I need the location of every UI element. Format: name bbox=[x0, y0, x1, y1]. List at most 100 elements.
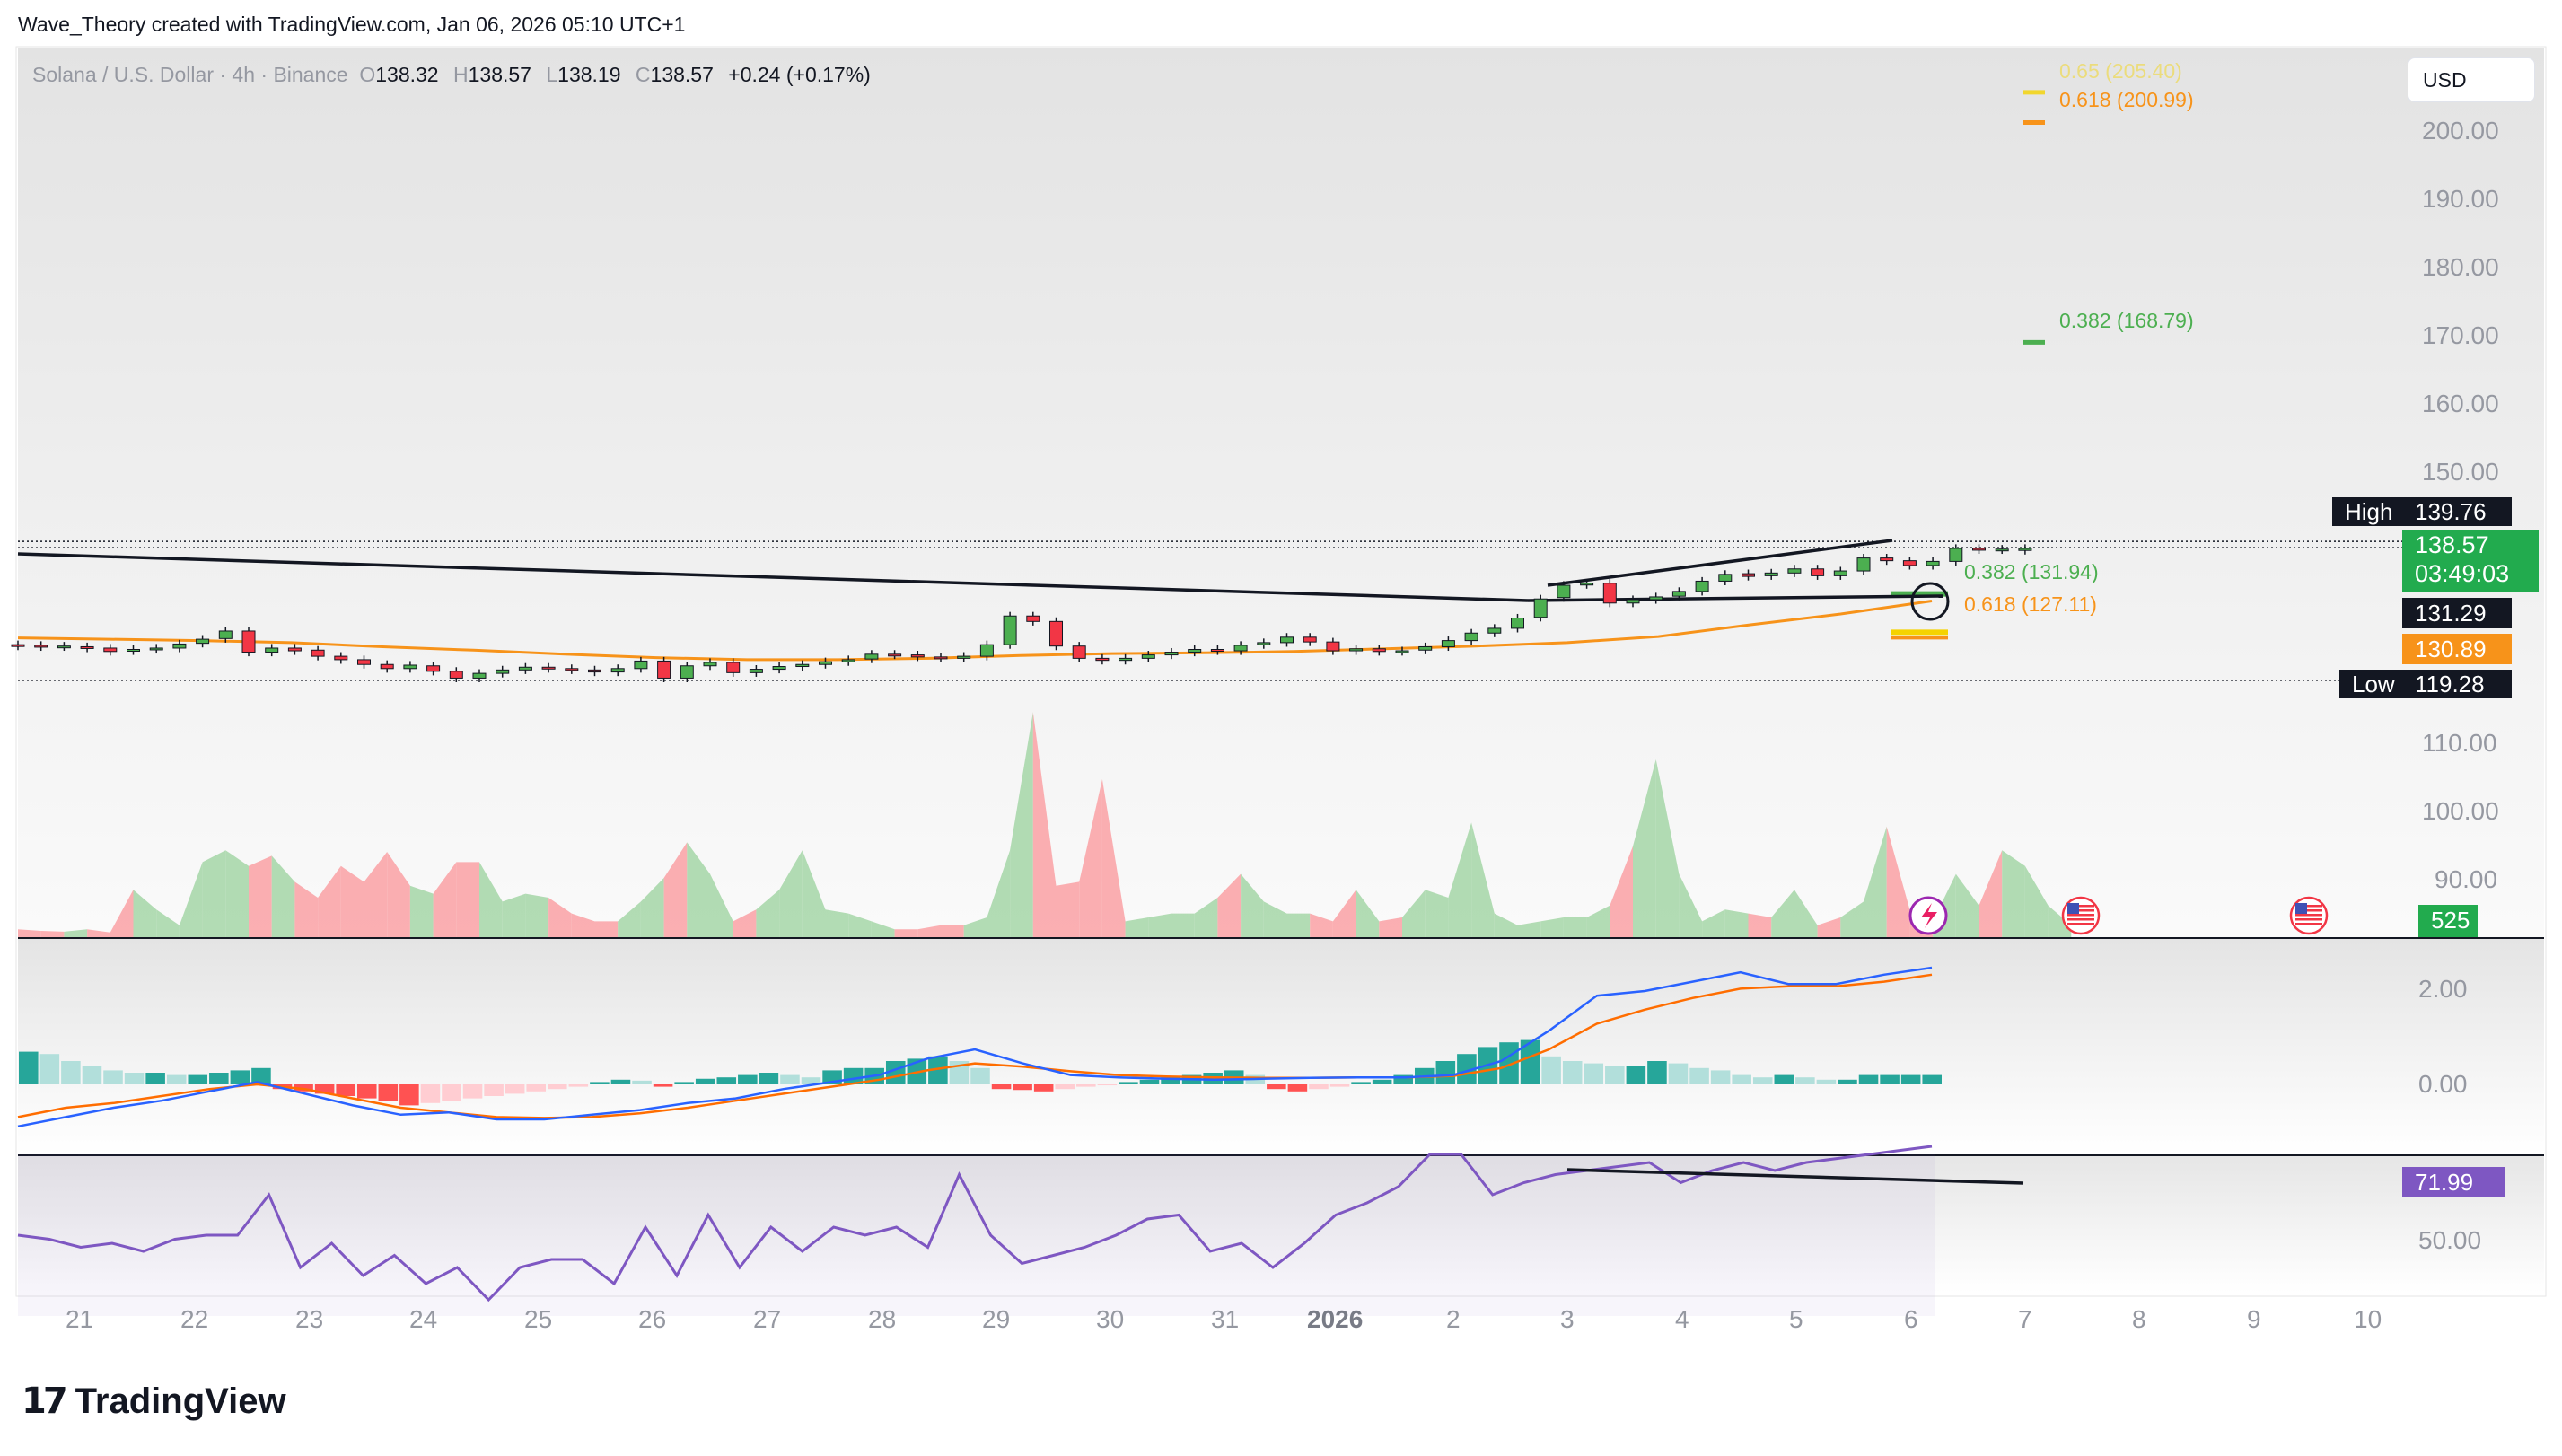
descending-trendline bbox=[17, 552, 1529, 602]
candle-body bbox=[334, 655, 348, 661]
volume-segment bbox=[133, 890, 157, 937]
macd-hist-bar bbox=[442, 1084, 461, 1101]
time-tick: 2 bbox=[1446, 1305, 1461, 1333]
macd-hist-bar bbox=[1329, 1084, 1350, 1087]
macd-hist-bar bbox=[1668, 1063, 1689, 1084]
candle-body bbox=[888, 653, 902, 657]
volume-segment bbox=[364, 851, 388, 937]
volume-segment bbox=[802, 850, 826, 937]
volume-segment bbox=[1494, 913, 1518, 937]
chart-attribution: Wave_Theory created with TradingView.com… bbox=[18, 13, 686, 36]
macd-hist-bar bbox=[1520, 1039, 1540, 1084]
macd-hist-bar bbox=[1119, 1082, 1138, 1084]
time-tick: 7 bbox=[2018, 1305, 2032, 1333]
volume-segment bbox=[1724, 909, 1749, 937]
volume-segment bbox=[594, 921, 619, 937]
time-tick: 21 bbox=[66, 1305, 94, 1333]
macd-hist-bar bbox=[632, 1080, 652, 1084]
time-tick: 3 bbox=[1560, 1305, 1575, 1333]
candle-body bbox=[357, 659, 371, 665]
price-tick: 170.00 bbox=[2422, 321, 2499, 349]
candle-body bbox=[1880, 557, 1894, 562]
volume-segment bbox=[848, 913, 872, 937]
candles bbox=[11, 544, 2032, 683]
high-label-tag: High bbox=[2332, 497, 2406, 526]
volume-segment bbox=[1471, 822, 1495, 937]
macd-hist-bar bbox=[653, 1084, 673, 1087]
volume-segment bbox=[1356, 890, 1380, 937]
candle-body bbox=[196, 638, 210, 645]
fib-0618-top-label: 0.618 (200.99) bbox=[2059, 88, 2194, 111]
tradingview-logo[interactable]: 17 TradingView bbox=[22, 1381, 286, 1422]
symbol-title[interactable]: Solana / U.S. Dollar · 4h · Binance bbox=[32, 63, 348, 86]
macd-hist-bar bbox=[1033, 1084, 1054, 1092]
macd-hist-bar bbox=[103, 1070, 123, 1084]
time-tick: 6 bbox=[1904, 1305, 1918, 1333]
macd-hist-bar bbox=[801, 1077, 821, 1084]
candle-body bbox=[1742, 573, 1755, 577]
price-tick: 100.00 bbox=[2422, 797, 2499, 825]
macd-hist-bar bbox=[1541, 1056, 1561, 1084]
flag-canton bbox=[2067, 903, 2079, 914]
high-value-tag: 139.76 bbox=[2402, 497, 2512, 526]
macd-hist-bar bbox=[1013, 1084, 1032, 1091]
volume-segment bbox=[340, 865, 364, 937]
candle-body bbox=[1557, 584, 1571, 599]
volume-segment bbox=[1517, 921, 1541, 937]
candle-body bbox=[726, 662, 741, 673]
candle-body bbox=[80, 645, 94, 649]
low-label-tag: Low bbox=[2339, 670, 2408, 698]
macd-hist-bar bbox=[420, 1084, 441, 1103]
volume-segment bbox=[1148, 913, 1171, 937]
flag-stripe bbox=[2295, 914, 2322, 917]
time-tick: 22 bbox=[180, 1305, 209, 1333]
macd-hist-bar bbox=[1457, 1054, 1477, 1084]
volume-segment bbox=[733, 909, 757, 937]
price-tick: 200.00 bbox=[2422, 117, 2499, 145]
candle-body bbox=[1326, 641, 1340, 652]
volume-segment bbox=[156, 909, 180, 937]
macd-hist-bar bbox=[378, 1084, 399, 1101]
macd-hist-bar bbox=[548, 1084, 567, 1090]
volume-segment bbox=[1194, 898, 1218, 937]
macd-hist-bar bbox=[1838, 1079, 1857, 1084]
flag-canton bbox=[2295, 903, 2307, 914]
macd-hist-bar bbox=[1267, 1084, 1286, 1090]
volume-segment bbox=[1425, 890, 1449, 937]
candle-body bbox=[1649, 596, 1663, 601]
candle-body bbox=[1580, 583, 1594, 586]
candle-body bbox=[1026, 615, 1040, 622]
candle-body bbox=[772, 666, 786, 671]
macd-hist-bar bbox=[356, 1084, 377, 1099]
event-icons[interactable] bbox=[1908, 896, 2329, 935]
volume-segment bbox=[871, 921, 895, 937]
macd-hist-bar bbox=[716, 1077, 737, 1084]
time-tick: 30 bbox=[1096, 1305, 1125, 1333]
ohlc-legend[interactable]: Solana / U.S. Dollar · 4h · Binance O138… bbox=[32, 63, 880, 87]
candle-body bbox=[819, 661, 832, 665]
macd-hist-bar bbox=[251, 1067, 271, 1084]
volume-segment bbox=[1633, 759, 1656, 937]
trendlines bbox=[17, 539, 1950, 621]
volume-segment bbox=[1563, 917, 1587, 937]
candle-body bbox=[795, 663, 810, 668]
price-tick: 90.00 bbox=[2435, 865, 2498, 893]
candle-body bbox=[588, 669, 601, 673]
currency-button[interactable]: USD bbox=[2408, 57, 2535, 102]
time-tick: 23 bbox=[295, 1305, 324, 1333]
price-tick: 180.00 bbox=[2422, 253, 2499, 281]
macd-hist-bar bbox=[1435, 1061, 1456, 1084]
volume-segment bbox=[1010, 712, 1033, 937]
macd-hist-bar bbox=[1689, 1067, 1709, 1084]
candle-body bbox=[472, 672, 487, 679]
macd-hist-bar bbox=[1076, 1084, 1096, 1087]
candle-body bbox=[680, 665, 694, 679]
macd-hist-bar bbox=[568, 1084, 589, 1087]
volume-segment bbox=[917, 925, 941, 937]
time-tick: 5 bbox=[1789, 1305, 1803, 1333]
macd-hist-bar bbox=[1562, 1061, 1583, 1084]
macd-hist-bar bbox=[505, 1084, 525, 1094]
candle-body bbox=[910, 654, 925, 658]
macd-hist-bar bbox=[1816, 1079, 1837, 1084]
